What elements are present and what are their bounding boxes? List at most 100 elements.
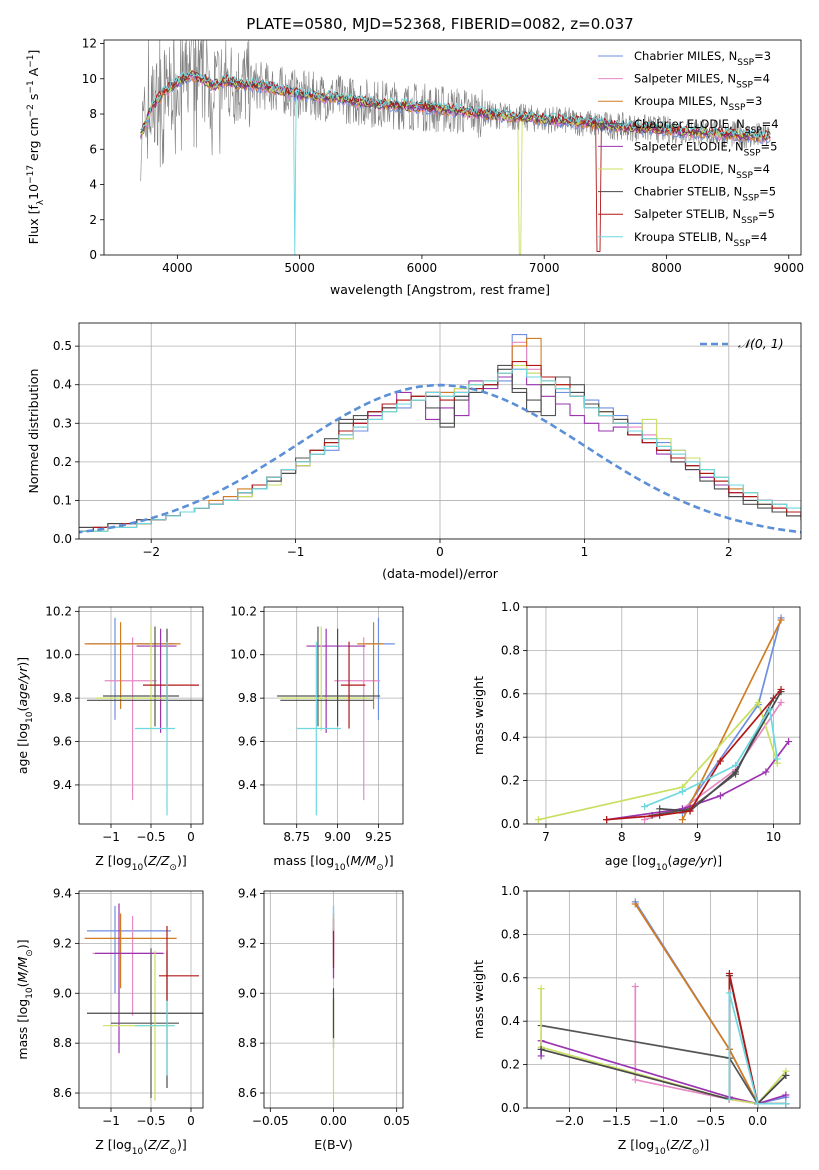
label-part: Z [log [95,853,131,868]
histogram-series [79,368,801,532]
weight-marker [773,755,781,763]
axes-mass-vs-reddening: −0.05 0.00 0.05 8.6 8.8 9.0 9.2 9.4 E(B-V) [238,886,410,1152]
label-part: ( [143,853,148,868]
legend-label: Chabrier STELIB, NSSP=5 [634,185,776,204]
weight-marker [537,1045,545,1053]
label-part: age [log [15,723,30,774]
y-tick-label: 0.4 [501,730,520,744]
normal-curve [79,383,801,534]
weight-marker [603,816,611,824]
label-part: ⊙ [169,1147,177,1157]
label-part: Chabrier MILES, N [634,49,737,63]
y-tick-label: 0.6 [501,687,520,701]
weight-marker [537,1052,545,1060]
label-part: mass [log [15,999,30,1060]
label-part: ( [15,707,30,712]
weight-marker [725,969,733,977]
label-part: SSP [734,239,751,249]
label-part: ( [667,853,672,868]
y-tick-label: 10.0 [230,648,257,662]
plot-area [264,891,403,1108]
label-part: Salpeter MILES, N [634,72,736,86]
legend-label: Salpeter ELODIE, NSSP=5 [634,139,777,158]
y-tick-label: 10.0 [45,648,72,662]
y-axis-label: Normed distribution [26,369,41,494]
label-part: Salpeter ELODIE, N [634,139,744,153]
x-tick-label: 0 [187,830,195,844]
weight-marker [782,1071,790,1079]
weight-marker [766,705,774,713]
weight-marker [534,816,542,824]
y-tick-label: 1.0 [501,884,520,898]
label-part: M/M [351,853,377,868]
x-tick-label: 6000 [407,261,438,275]
weight-marker [686,807,694,815]
weight-marker [716,792,724,800]
y-tick-label: 4 [89,178,97,192]
y-tick-label: 0.6 [501,971,520,985]
label-part: ⊙ [25,949,35,957]
weight-marker [785,738,793,746]
label-part: )] [177,1137,187,1152]
label-part: M/M [15,956,30,982]
weight-marker [777,616,785,624]
label-part: SSP [736,81,753,91]
weight-line [728,992,786,1105]
axes-frame [263,606,404,825]
label-part: =5 [761,139,778,153]
legend-label: Kroupa STELIB, NSSP=4 [634,230,767,249]
label-part: =5 [759,185,776,199]
x-tick-label: 0.0 [748,1114,767,1128]
label-part: =3 [745,94,762,108]
x-tick-label: −1 [102,830,120,844]
model-spectrum-line [140,71,771,255]
label-part: −17 [26,165,36,184]
y-axis-label: mass [log10(M/M⊙)] [15,939,35,1059]
y-tick-label: 12 [82,37,97,51]
y-tick-label: 9.4 [53,886,72,900]
label-part: )] [712,853,722,868]
axes-frame [78,890,204,1109]
label-part: s [26,94,41,105]
x-tick-label: 0.00 [320,1114,347,1128]
y-tick-label: 10 [82,72,97,86]
y-tick-label: 8.8 [53,1036,72,1050]
x-tick-label: −0.5 [136,1114,165,1128]
axes-residuals: −2 −1 0 1 2 0.0 0.1 0.2 0.3 0.4 0.5 𝒩(0, 1) (data-mo… [26,322,802,581]
label-part: Z/Z [147,1137,170,1152]
x-axis-label: wavelength [Angstrom, rest frame] [330,282,550,297]
x-tick-label: −0.5 [696,1114,725,1128]
weight-marker [725,989,733,997]
axes-frame [78,606,204,825]
x-tick-label: 9.00 [324,830,351,844]
label-part: Kroupa STELIB, N [634,230,734,244]
label-part: age [log [605,853,656,868]
weight-marker [678,816,686,824]
plot-area [264,607,403,824]
y-tick-label: 1.0 [501,600,520,614]
weight-marker [725,1095,733,1103]
y-tick-label: 9.2 [238,936,257,950]
label-part: ( [666,1137,671,1152]
label-part: )] [699,1137,709,1152]
label-part: =4 [753,162,770,176]
label-part: =5 [758,207,775,221]
y-tick-label: 9.8 [238,691,257,705]
x-tick-label: −0.05 [252,1114,289,1128]
label-part: Z [log [95,1137,131,1152]
weight-marker [656,811,664,819]
legend-label: Chabrier MILES, NSSP=3 [634,49,771,68]
label-part: 10 [25,987,35,999]
y-tick-label: 0.4 [53,378,72,392]
weight-marker [631,900,639,908]
label-part: ⊙ [692,1147,700,1157]
label-part: 10 [26,184,41,200]
axes-mass-vs-metallicity: −1 −0.5 08.68.89.09.29.4Z [log10(Z/Z⊙)]mas… [15,886,204,1157]
x-tick-label: 8000 [651,261,682,275]
y-tick-label: 9.2 [53,936,72,950]
y-axis-label: age [log10(age/yr)] [15,657,35,774]
weight-marker [631,982,639,990]
label-part: 10 [132,1147,144,1157]
label-part: =3 [754,49,771,63]
